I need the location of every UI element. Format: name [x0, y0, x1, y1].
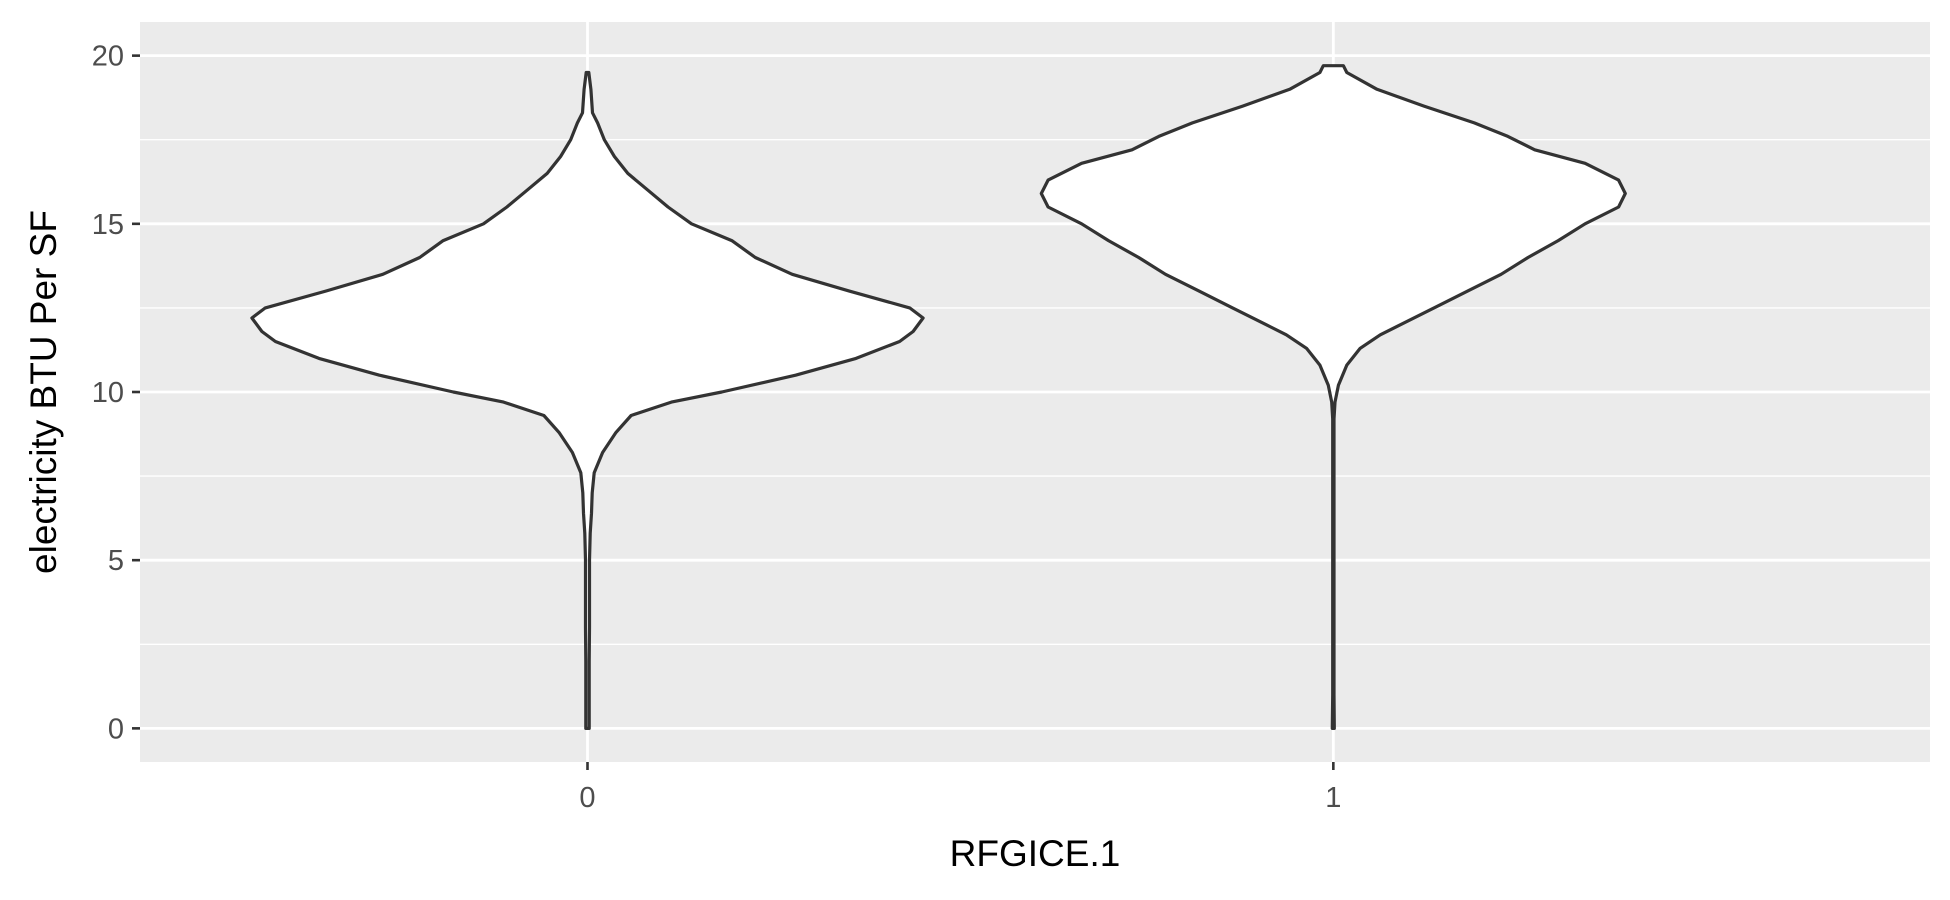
x-tick-label: 0 [579, 782, 595, 814]
y-tick-label: 15 [92, 209, 124, 241]
y-axis-title: electricity BTU Per SF [23, 210, 64, 574]
y-tick-label: 5 [108, 545, 124, 577]
y-axis: 0 5 10 15 20 [92, 41, 140, 745]
violin-layer [250, 64, 1627, 730]
y-tick-label: 20 [92, 41, 124, 73]
y-tick-label: 0 [108, 713, 124, 745]
violin-0 [250, 70, 925, 730]
x-tick-label: 1 [1325, 782, 1341, 814]
y-tick-label: 10 [92, 377, 124, 409]
violin-1 [1039, 64, 1627, 730]
x-axis-title: RFGICE.1 [950, 833, 1121, 874]
